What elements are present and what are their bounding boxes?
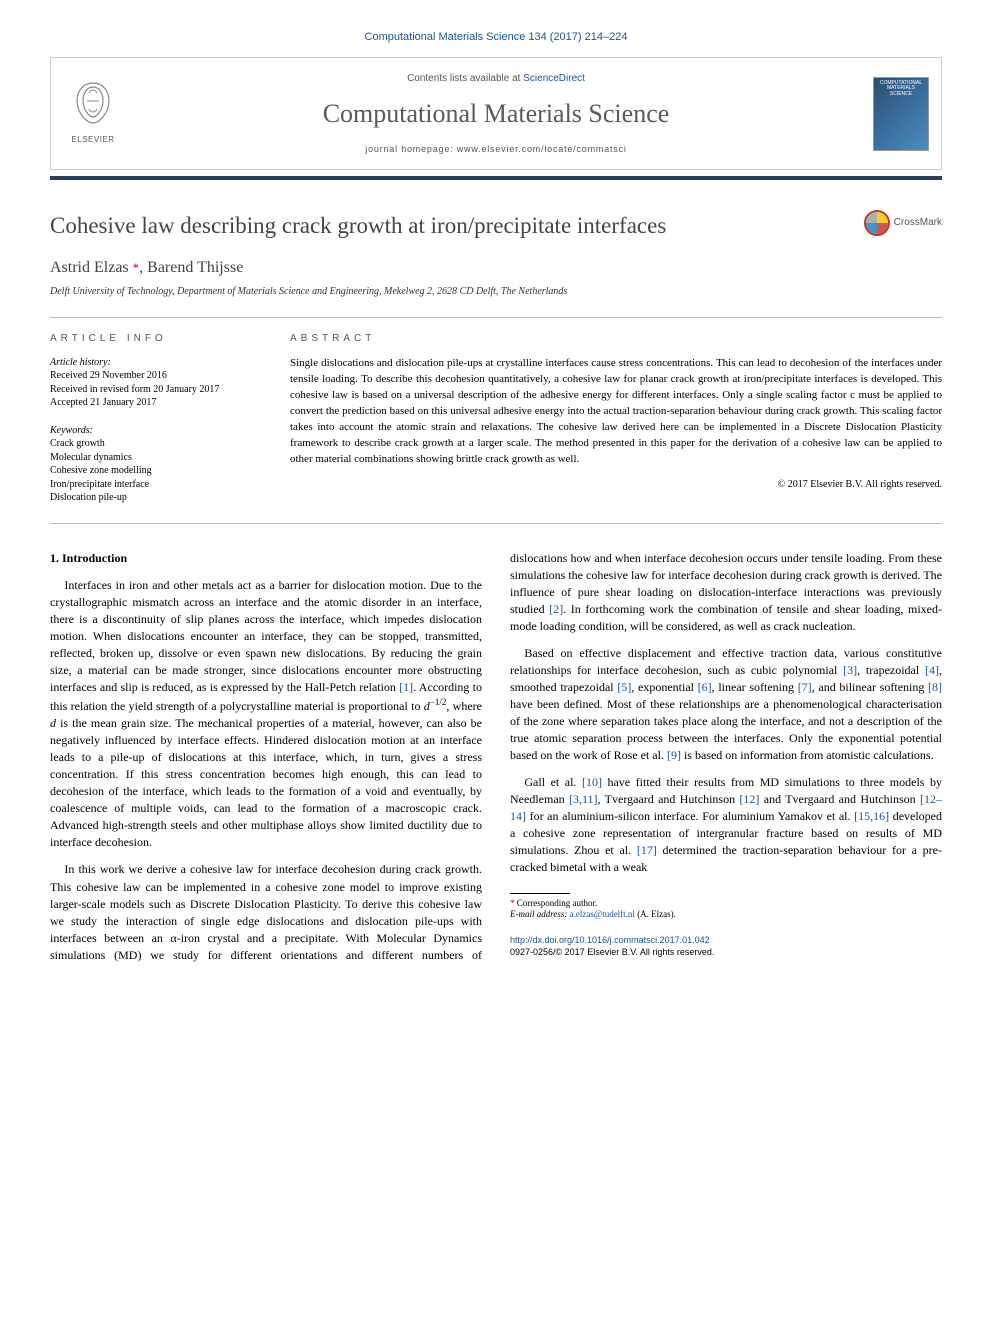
accepted-date: Accepted 21 January 2017 bbox=[50, 396, 260, 410]
journal-header: ELSEVIER COMPUTATIONAL MATERIALS SCIENCE… bbox=[50, 57, 942, 170]
article-history: Article history: Received 29 November 20… bbox=[50, 356, 260, 410]
footer-block: http://dx.doi.org/10.1016/j.commatsci.20… bbox=[510, 935, 942, 958]
elsevier-logo-text: ELSEVIER bbox=[63, 134, 123, 145]
keywords-label: Keywords: bbox=[50, 424, 260, 438]
elsevier-logo: ELSEVIER bbox=[63, 79, 123, 149]
contents-prefix: Contents lists available at bbox=[407, 73, 523, 84]
citation-line: Computational Materials Science 134 (201… bbox=[50, 30, 942, 45]
body-paragraph: Gall et al. [10] have fitted their resul… bbox=[510, 774, 942, 876]
header-rule bbox=[50, 176, 942, 180]
email-label: E-mail address: bbox=[510, 909, 567, 919]
article-info-label: ARTICLE INFO bbox=[50, 332, 260, 346]
email-author-name: (A. Elzas). bbox=[637, 909, 676, 919]
crossmark-label: CrossMark bbox=[894, 216, 942, 230]
crossmark-badge[interactable]: CrossMark bbox=[864, 210, 942, 236]
homepage-prefix: journal homepage: bbox=[365, 144, 456, 154]
authors-line: Astrid Elzas *, Barend Thijsse bbox=[50, 257, 942, 279]
keyword: Dislocation pile-up bbox=[50, 491, 260, 505]
abstract-text: Single dislocations and dislocation pile… bbox=[290, 356, 942, 468]
sciencedirect-link[interactable]: ScienceDirect bbox=[523, 73, 585, 84]
section-heading-introduction: 1. Introduction bbox=[50, 550, 482, 567]
revised-date: Received in revised form 20 January 2017 bbox=[50, 383, 260, 397]
abstract-label: ABSTRACT bbox=[290, 332, 942, 346]
footnotes: * Corresponding author. E-mail address: … bbox=[510, 898, 942, 921]
corresponding-email-link[interactable]: a.elzas@tudelft.nl bbox=[570, 909, 635, 919]
contents-available-line: Contents lists available at ScienceDirec… bbox=[141, 72, 851, 86]
divider bbox=[50, 523, 942, 524]
keyword: Iron/precipitate interface bbox=[50, 478, 260, 492]
article-info-column: ARTICLE INFO Article history: Received 2… bbox=[50, 332, 260, 505]
journal-name: Computational Materials Science bbox=[141, 96, 851, 132]
affiliation-line: Delft University of Technology, Departme… bbox=[50, 285, 942, 299]
footnote-separator bbox=[510, 893, 570, 894]
body-paragraph: Based on effective displacement and effe… bbox=[510, 645, 942, 764]
article-title: Cohesive law describing crack growth at … bbox=[50, 210, 864, 242]
body-paragraph: Interfaces in iron and other metals act … bbox=[50, 577, 482, 852]
keyword: Crack growth bbox=[50, 437, 260, 451]
doi-link[interactable]: http://dx.doi.org/10.1016/j.commatsci.20… bbox=[510, 935, 710, 945]
journal-cover-thumbnail: COMPUTATIONAL MATERIALS SCIENCE bbox=[873, 77, 929, 151]
issn-copyright-line: 0927-0256/© 2017 Elsevier B.V. All right… bbox=[510, 947, 714, 957]
abstract-copyright: © 2017 Elsevier B.V. All rights reserved… bbox=[290, 478, 942, 492]
keywords-block: Keywords: Crack growth Molecular dynamic… bbox=[50, 424, 260, 505]
keyword: Cohesive zone modelling bbox=[50, 464, 260, 478]
body-text: 1. Introduction Interfaces in iron and o… bbox=[50, 550, 942, 964]
crossmark-icon bbox=[864, 210, 890, 236]
keyword: Molecular dynamics bbox=[50, 451, 260, 465]
received-date: Received 29 November 2016 bbox=[50, 369, 260, 383]
history-label: Article history: bbox=[50, 356, 260, 370]
journal-homepage-line: journal homepage: www.elsevier.com/locat… bbox=[141, 143, 851, 156]
homepage-url: www.elsevier.com/locate/commatsci bbox=[457, 144, 627, 154]
corresponding-author-label: Corresponding author. bbox=[517, 898, 598, 908]
abstract-column: ABSTRACT Single dislocations and disloca… bbox=[290, 332, 942, 505]
